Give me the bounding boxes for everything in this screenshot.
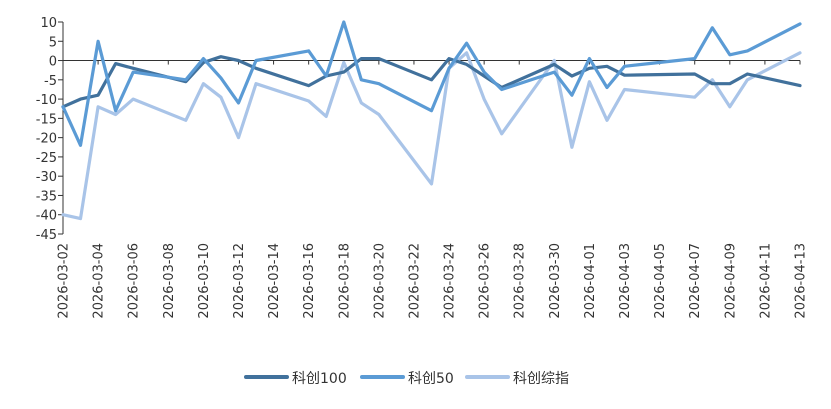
x-tick-label: 2026-03-22 <box>407 243 422 319</box>
x-tick-label: 2026-03-14 <box>267 243 282 319</box>
y-tick-label: 5 <box>49 35 57 50</box>
x-tick-label: 2026-04-11 <box>758 243 773 319</box>
y-tick-label: -15 <box>36 112 57 127</box>
y-tick-label: -45 <box>36 228 57 243</box>
series-line-0 <box>61 55 802 109</box>
y-tick-label: -40 <box>36 209 57 224</box>
x-tick-label: 2026-04-05 <box>653 243 668 319</box>
x-tick-label: 2026-03-04 <box>92 243 107 319</box>
x-tick-label: 2026-03-30 <box>548 243 563 319</box>
legend-item-1: 科创50 <box>360 371 454 387</box>
y-tick-label: 0 <box>49 55 57 70</box>
x-tick-label: 2026-04-01 <box>583 243 598 319</box>
y-tick-label: -5 <box>44 74 57 89</box>
x-tick-label: 2026-04-03 <box>618 243 633 319</box>
y-axis: 10 5 0 -5 -10 -15 -20 -25 -30 -35 -40 -45 <box>36 16 64 243</box>
x-tick-label: 2026-04-13 <box>794 243 809 319</box>
x-tick-label: 2026-03-06 <box>127 243 142 319</box>
y-tick-label: 10 <box>40 16 57 31</box>
y-tick-label: -30 <box>36 170 57 185</box>
x-tick-label: 2026-03-26 <box>478 243 493 319</box>
x-tick-label: 2026-03-10 <box>197 243 212 319</box>
series-line-1 <box>61 20 802 147</box>
x-tick-label: 2026-03-16 <box>302 243 317 319</box>
y-tick-label: -35 <box>36 189 57 204</box>
x-tick-label: 2026-03-28 <box>513 243 528 319</box>
y-tick-label: -25 <box>36 151 57 166</box>
y-tick-label: -20 <box>36 132 57 147</box>
x-tick-label: 2026-03-08 <box>162 243 177 319</box>
legend-label: 科创100 <box>292 371 347 387</box>
legend-label: 科创综指 <box>513 371 569 387</box>
x-tick-label: 2026-04-07 <box>688 243 703 319</box>
legend-item-2: 科创综指 <box>465 371 569 387</box>
x-tick-label: 2026-04-09 <box>723 243 738 319</box>
legend: 科创100 科创50 科创综指 <box>244 371 569 387</box>
legend-item-0: 科创100 <box>244 371 347 387</box>
x-tick-label: 2026-03-18 <box>337 243 352 319</box>
x-axis: 2026-03-02 2026-03-04 2026-03-06 2026-03-08… <box>57 60 809 319</box>
series-lines <box>61 20 802 221</box>
legend-label: 科创50 <box>408 371 454 387</box>
series-line-2 <box>61 51 802 221</box>
x-tick-label: 2026-03-24 <box>443 243 458 319</box>
x-tick-label: 2026-03-12 <box>232 243 247 319</box>
x-tick-label: 2026-03-02 <box>57 243 72 319</box>
y-tick-label: -10 <box>36 93 57 108</box>
x-tick-label: 2026-03-20 <box>372 243 387 319</box>
